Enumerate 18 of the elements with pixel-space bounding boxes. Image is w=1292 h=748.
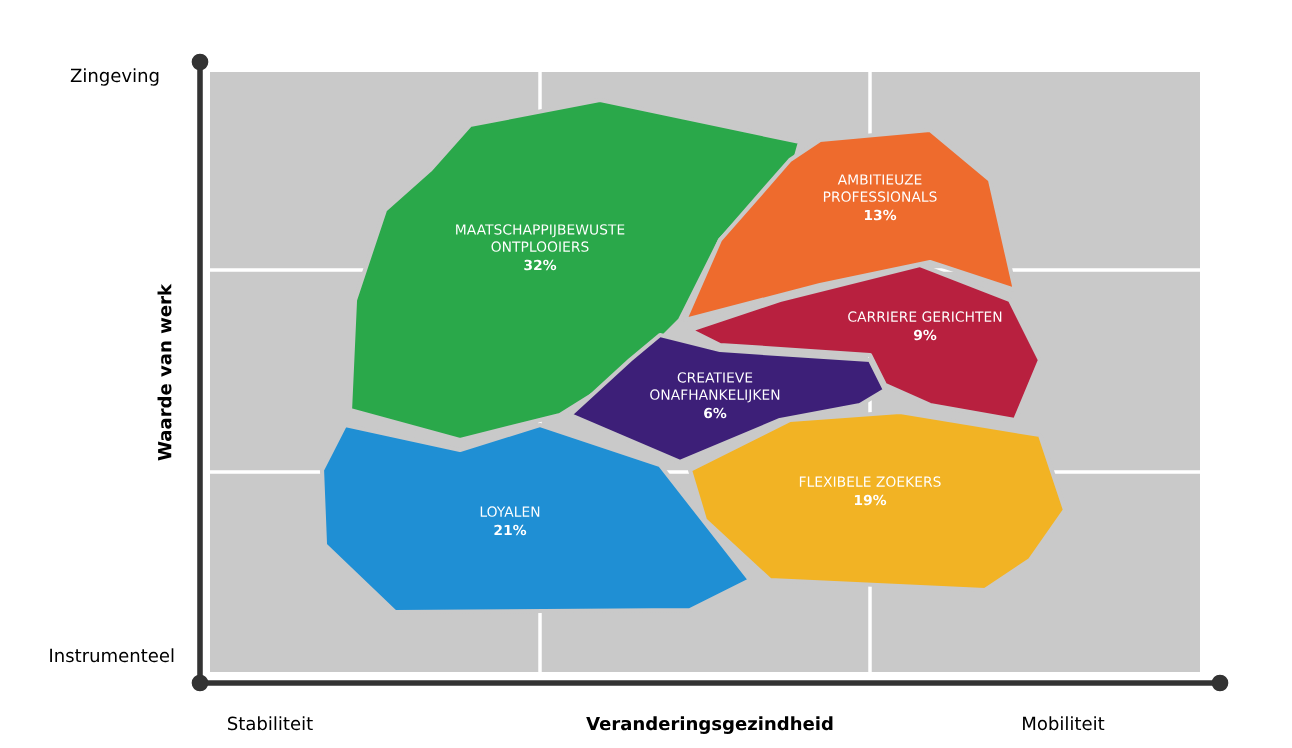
category-label: AMBITIEUZE PROFESSIONALS — [823, 174, 937, 202]
category-label: CARRIERE GERICHTEN — [848, 311, 1002, 322]
category-label: FLEXIBELE ZOEKERS — [799, 476, 941, 487]
category-label: CREATIEVE ONAFHANKELIJKEN — [650, 372, 780, 403]
text: Zingeving — [70, 68, 159, 86]
text: Mobiliteit — [1023, 716, 1105, 731]
data-label: 6% — [704, 407, 727, 419]
data-label: 32% — [524, 259, 557, 271]
text: Veranderingsgezindheid — [586, 716, 833, 734]
text: Waarde van werk — [157, 283, 172, 461]
data-label: 19% — [854, 494, 887, 506]
data-label: 21% — [494, 524, 527, 536]
data-label: 13% — [864, 209, 897, 221]
text: Stabiliteit — [227, 716, 313, 731]
category-label: LOYALEN — [480, 506, 540, 517]
category-label: MAATSCHAPPIJBEWUSTE ONTPLOOIERS — [456, 224, 625, 252]
data-label: 9% — [913, 329, 937, 341]
text: Instrumenteel — [50, 648, 174, 663]
